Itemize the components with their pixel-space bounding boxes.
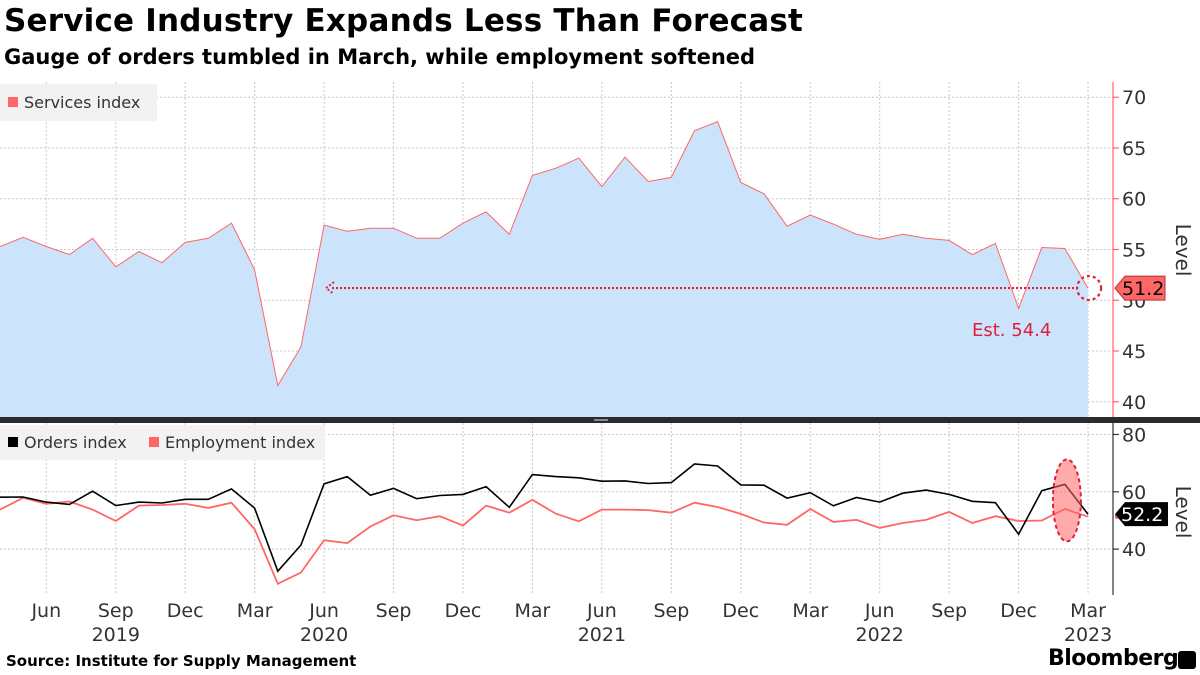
x-year-label: 2023 [1064,624,1112,646]
orders-last-value-flag [1115,502,1168,527]
chart-title: Service Industry Expands Less Than Forec… [4,3,804,39]
orders-y-tick-label: 80 [1122,424,1146,446]
orders-y-tick-label: 40 [1122,539,1146,561]
x-year-label: 2022 [856,624,904,646]
x-tick-label: Mar [1070,600,1106,622]
services-y-tick-label: 55 [1122,240,1146,262]
services-y-axis-label: Level [1171,224,1195,277]
orders-line [0,463,1089,573]
source-note: Source: Institute for Supply Management [6,652,357,670]
brand-logo: Bloomberg [1048,646,1179,671]
x-tick-label: Mar [515,600,551,622]
x-tick-label: Sep [98,600,134,622]
services-area [0,121,1088,417]
orders-legend-box [0,425,325,460]
estimate-label: Est. 54.4 [972,320,1051,341]
x-tick-label: Sep [376,600,412,622]
employment-legend-swatch [149,437,159,447]
x-tick-label: Mar [792,600,828,622]
x-tick-label: Jun [864,600,895,622]
services-y-tick-label: 70 [1122,87,1146,109]
x-tick-label: Jun [586,600,617,622]
orders-last-value-label: 52.2 [1121,504,1163,526]
services-y-tick-label: 65 [1122,138,1146,160]
x-tick-label: Jun [308,600,339,622]
services-last-value-label: 51.2 [1122,278,1164,300]
latest-highlight-ellipse [1051,458,1082,543]
services-legend-box [0,84,157,121]
brand-terminal-icon [1178,651,1196,669]
services-legend-label: Services index [24,93,140,112]
x-year-label: 2019 [92,624,140,646]
services-y-tick-label: 45 [1122,341,1146,363]
x-tick-label: Mar [237,600,273,622]
services-line [0,120,1089,387]
orders-y-tick-label: 60 [1122,482,1146,504]
services-legend-swatch [8,97,18,107]
x-tick-label: Sep [653,600,689,622]
x-tick-label: Dec [167,600,204,622]
orders-legend-label: Orders index [24,433,127,452]
employment-line [0,496,1089,586]
x-tick-label: Dec [722,600,759,622]
x-tick-label: Dec [1000,600,1037,622]
services-y-tick-label: 40 [1122,392,1146,414]
x-tick-label: Dec [445,600,482,622]
last-value-circle [1075,274,1103,302]
chart-subtitle: Gauge of orders tumbled in March, while … [4,45,756,69]
x-year-label: 2021 [578,624,626,646]
x-tick-label: Sep [931,600,967,622]
services-y-tick-label: 60 [1122,189,1146,211]
orders-y-axis-label: Level [1171,486,1195,539]
x-year-label: 2020 [300,624,348,646]
employment-legend-label: Employment index [165,433,315,452]
orders-legend-swatch [8,437,18,447]
services-last-value-flag [1114,275,1166,301]
panel-divider-grip [594,419,608,421]
reference-arrow-head [324,281,335,295]
x-tick-label: Jun [30,600,61,622]
